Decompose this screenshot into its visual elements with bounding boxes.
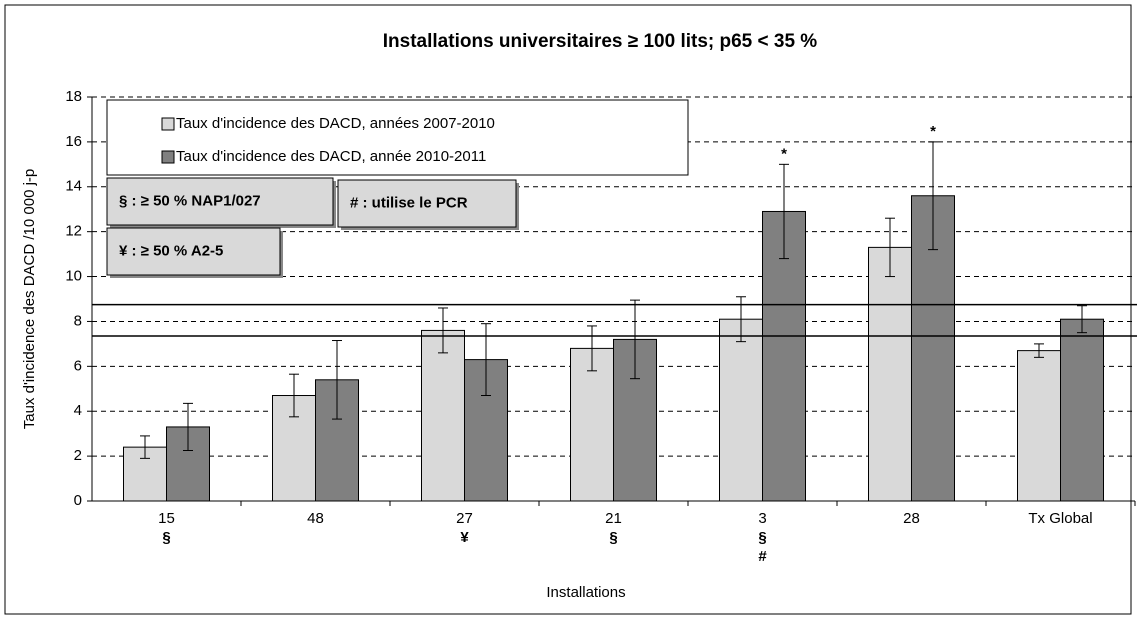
legend-label: Taux d'incidence des DACD, années 2007-2… (176, 115, 495, 132)
category-note: § (162, 529, 170, 546)
x-tick-label: 28 (903, 510, 920, 527)
y-axis-label: Taux d'incidence des DACD /10 000 j-p (21, 169, 38, 430)
y-tick-label: 0 (74, 492, 82, 509)
annotation-box (106, 177, 334, 226)
y-tick-label: 8 (74, 312, 82, 329)
significance-marker: * (781, 145, 787, 162)
significance-marker: * (930, 123, 936, 140)
bar (1060, 318, 1104, 502)
x-axis-label: Installations (546, 584, 625, 601)
category-note: § (609, 529, 617, 546)
legend-swatch (161, 150, 175, 164)
annotation-box (106, 227, 281, 276)
x-tick-label: 3 (758, 510, 766, 527)
chart-title: Installations universitaires ≥ 100 lits;… (383, 31, 818, 52)
bar (868, 246, 912, 502)
x-tick-label: 27 (456, 510, 473, 527)
category-note: § (758, 529, 766, 546)
x-tick-label: 15 (158, 510, 175, 527)
y-tick-label: 4 (74, 402, 82, 419)
x-tick-label: Tx Global (1028, 510, 1092, 527)
bar (1017, 350, 1061, 502)
bar (719, 318, 763, 502)
y-tick-label: 2 (74, 447, 82, 464)
y-tick-label: 12 (65, 223, 82, 240)
x-tick-label: 21 (605, 510, 622, 527)
annotation-box (337, 179, 517, 228)
bar (421, 329, 465, 502)
x-tick-label: 48 (307, 510, 324, 527)
annotation-text: # : utilise le PCR (350, 194, 468, 211)
legend-box (106, 99, 689, 176)
y-tick-label: 14 (65, 178, 82, 195)
category-note: # (758, 548, 767, 565)
bar (911, 195, 955, 502)
annotation-text: § : ≥ 50 % NAP1/027 (119, 192, 261, 209)
y-tick-label: 18 (65, 88, 82, 105)
legend-label: Taux d'incidence des DACD, année 2010-20… (176, 148, 486, 165)
y-tick-label: 16 (65, 133, 82, 150)
annotation-text: ¥ : ≥ 50 % A2-5 (119, 242, 223, 259)
category-note: ¥ (460, 529, 469, 546)
y-tick-label: 10 (65, 268, 82, 285)
legend-swatch (161, 117, 175, 131)
y-tick-label: 6 (74, 357, 82, 374)
